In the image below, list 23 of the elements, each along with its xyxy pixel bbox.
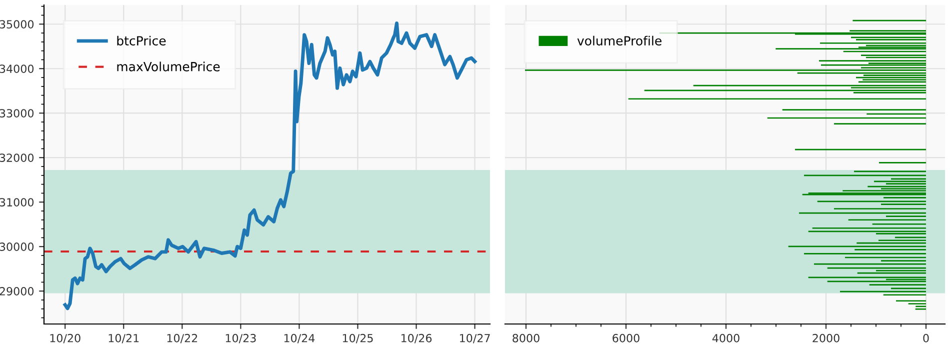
- x-tick-label: 10/22: [167, 334, 198, 344]
- x-tick-label: 0: [923, 334, 929, 342]
- x-tick-label: 10/23: [226, 334, 256, 344]
- x-tick-label: 8000: [512, 334, 540, 342]
- y-tick-label: 34000: [0, 64, 34, 73]
- legend-label: btcPrice: [117, 36, 166, 46]
- y-tick-label: 29000: [0, 287, 34, 296]
- legend-label: volumeProfile: [577, 36, 662, 46]
- x-tick-label: 10/24: [284, 334, 315, 344]
- x-tick-label: 10/27: [460, 334, 490, 344]
- x-tick-label: 10/20: [50, 334, 80, 344]
- x-tick-label: 10/21: [108, 334, 139, 344]
- y-tick-label: 31000: [0, 198, 34, 206]
- x-tick-label: 6000: [612, 334, 640, 342]
- y-tick-label: 33000: [0, 109, 34, 118]
- x-tick-label: 4000: [712, 334, 740, 342]
- y-tick-label: 32000: [0, 154, 34, 162]
- x-tick-label: 2000: [812, 334, 840, 342]
- x-tick-label: 10/25: [342, 334, 373, 344]
- x-tick-label: 10/26: [401, 334, 432, 344]
- y-tick-label: 30000: [0, 242, 34, 251]
- y-tick-label: 35000: [0, 20, 34, 29]
- legend-label: maxVolumePrice: [117, 62, 220, 72]
